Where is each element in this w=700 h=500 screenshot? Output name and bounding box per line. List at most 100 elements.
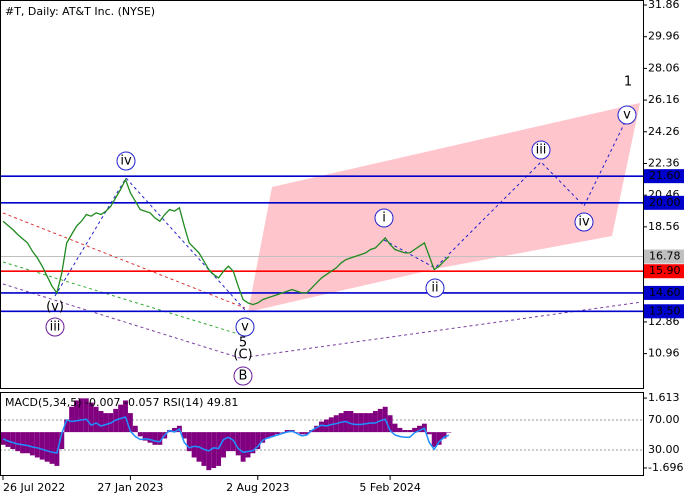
macd-bar — [436, 432, 442, 445]
indicator-panel — [0, 398, 643, 471]
macd-bar — [446, 432, 452, 433]
macd-bar — [59, 432, 65, 450]
macd-bar — [353, 413, 359, 433]
macd-bar — [93, 406, 99, 433]
wave-circle — [45, 317, 65, 337]
y-tick-label: 29.96 — [648, 30, 680, 43]
trend-line — [2, 261, 246, 337]
macd-bar — [260, 432, 266, 443]
macd-bar — [152, 432, 158, 445]
y2-tick-label: 30.00 — [648, 443, 680, 456]
macd-bar — [39, 432, 45, 460]
macd-bar — [64, 419, 70, 433]
x-tick-label: 27 Jan 2023 — [97, 481, 163, 494]
level-label-box — [644, 249, 684, 264]
level-label-box — [644, 304, 684, 319]
macd-bar — [181, 432, 187, 439]
wave-circle — [374, 208, 394, 228]
y-tick-label: 26.16 — [648, 93, 680, 106]
macd-bar — [279, 432, 285, 433]
macd-bar — [397, 427, 403, 433]
macd-bar — [74, 400, 79, 433]
levels — [0, 175, 643, 313]
macd-bar — [29, 432, 35, 456]
wave-label: ii — [431, 281, 438, 296]
macd-bar — [426, 432, 432, 435]
wave-circle — [531, 140, 551, 160]
macd-bar — [20, 432, 26, 454]
macd-bar — [392, 423, 398, 433]
wave-label: iv — [578, 215, 590, 230]
macd-bar — [0, 432, 6, 445]
macd-bar — [5, 432, 11, 447]
wave-label: B — [239, 369, 248, 384]
wave-label: v — [623, 108, 631, 123]
wave-label: 5 — [239, 336, 247, 351]
level-label-box — [644, 285, 684, 300]
macd-bar — [265, 432, 271, 439]
macd-bar — [25, 432, 30, 454]
wave-circle — [235, 317, 255, 337]
macd-bar — [274, 432, 280, 435]
macd-bar — [299, 432, 305, 435]
wave-label: iii — [50, 320, 61, 335]
wave-circle — [233, 366, 253, 386]
wave-label: 1 — [624, 75, 632, 90]
macd-bar — [103, 413, 109, 433]
price-frame — [0, 0, 644, 389]
trend-line — [2, 283, 643, 359]
y-tick-label: 24.26 — [648, 125, 680, 138]
macd-bar — [49, 432, 55, 464]
macd-bar — [284, 430, 290, 433]
macd-bar — [191, 432, 197, 458]
macd-bar — [88, 402, 94, 433]
level-label: 14.60 — [649, 286, 681, 299]
wave-label: iii — [536, 143, 547, 158]
wave-label: i — [382, 211, 386, 226]
macd-bar — [142, 432, 148, 441]
y-tick-label: 10.96 — [648, 347, 680, 360]
macd-bar — [431, 432, 437, 447]
macd-bar — [15, 432, 21, 452]
rsi-line — [2, 416, 450, 454]
macd-bar — [211, 432, 217, 469]
chart-title: #T, Daily: AT&T Inc. (NYSE) — [5, 5, 155, 18]
level-label-box — [644, 195, 684, 210]
macd-bar — [314, 425, 320, 433]
macd-bar — [34, 432, 40, 458]
macd-bar — [137, 432, 143, 437]
macd-bar — [98, 411, 104, 433]
macd-bar — [407, 430, 413, 433]
macd-bar — [255, 432, 261, 450]
macd-bar — [240, 432, 246, 462]
x-tick-label: 26 Jul 2022 — [3, 481, 65, 494]
level-label: 15.90 — [649, 264, 681, 277]
wave-label: iv — [120, 154, 132, 169]
macd-bar — [132, 425, 138, 433]
indicator-frame — [0, 392, 644, 476]
y-tick-label: 22.36 — [648, 156, 680, 169]
y2-tick-label: 70.00 — [648, 413, 680, 426]
macd-bar — [235, 432, 241, 456]
macd-bar — [294, 432, 300, 433]
macd-bar — [358, 413, 364, 433]
macd-bar — [157, 432, 163, 445]
macd-bar — [348, 411, 354, 433]
level-label: 21.60 — [649, 169, 681, 182]
macd-bar — [372, 411, 378, 433]
x-tick-label: 5 Feb 2024 — [359, 481, 420, 494]
macd-bar — [304, 432, 310, 435]
y-tick-label: 18.56 — [648, 220, 680, 233]
price-line — [2, 177, 450, 306]
wave-circle — [116, 151, 136, 171]
y-tick-label: -1.696 — [648, 461, 683, 474]
macd-bar — [44, 432, 50, 462]
macd-bar — [363, 413, 369, 433]
macd-bar — [10, 432, 16, 450]
wave-circle — [425, 278, 445, 298]
wave-circle — [574, 212, 594, 232]
macd-bar — [147, 432, 153, 443]
macd-bar — [83, 398, 89, 433]
